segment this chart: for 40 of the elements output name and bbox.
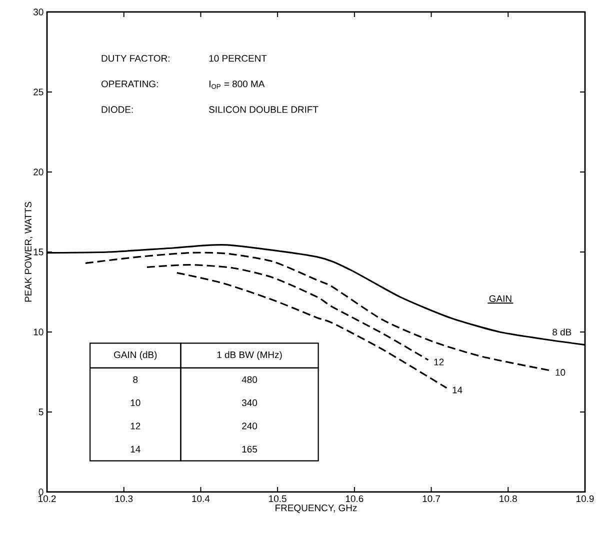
annotation: 10 PERCENT: [209, 54, 267, 62]
x-tick-label: 10.6: [346, 495, 364, 502]
y-tick-label: 30: [33, 8, 44, 16]
annotation: OPERATING:: [101, 80, 158, 88]
series-label: 10: [556, 369, 566, 376]
x-tick-label: 10.7: [422, 495, 440, 502]
line-series: [84, 252, 550, 372]
annotation: GAIN (dB): [114, 351, 157, 360]
x-tick-label: 10.3: [115, 495, 133, 502]
y-tick-label: 5: [38, 408, 44, 416]
legend-title: GAIN: [489, 295, 512, 302]
y-axis-title: PEAK POWER, WATTS: [24, 202, 33, 302]
annotation: 340: [242, 399, 258, 406]
annotation: DUTY FACTOR:: [102, 54, 170, 62]
x-tick-label: 10.2: [38, 495, 56, 502]
annotation: 14: [130, 446, 140, 452]
y-tick-label: 15: [34, 248, 44, 256]
x-tick-label: 10.9: [576, 495, 594, 502]
x-tick-label: 10.8: [500, 495, 517, 502]
line-series: [176, 272, 448, 389]
annotation: 12: [130, 422, 140, 430]
annotation: SILICON DOUBLE DRIFT: [209, 106, 318, 113]
annotation: 480: [242, 376, 258, 383]
annotation: 240: [242, 422, 258, 430]
legend-label: 8 dB: [552, 328, 572, 336]
y-tick-label: 25: [34, 88, 44, 96]
series-label: 14: [452, 386, 462, 394]
y-tick-label: 20: [34, 168, 44, 176]
x-axis-title: FREQUENCY, GHz: [276, 504, 357, 513]
series-label: 12: [434, 358, 444, 366]
x-tick-label: 10.4: [192, 495, 210, 502]
annotation: 1 dB BW (MHz): [217, 351, 282, 360]
y-tick-label: 10: [34, 328, 44, 336]
y-tick-label: 0: [38, 488, 44, 496]
annotation: 165: [242, 446, 258, 453]
annotation: 10: [130, 399, 140, 406]
annotation: DIODE:: [102, 106, 133, 113]
annotation: 8: [133, 376, 138, 383]
annotation: I$_{OP}$ = 800 MA: [209, 80, 265, 89]
x-tick-label: 10.5: [269, 495, 286, 502]
